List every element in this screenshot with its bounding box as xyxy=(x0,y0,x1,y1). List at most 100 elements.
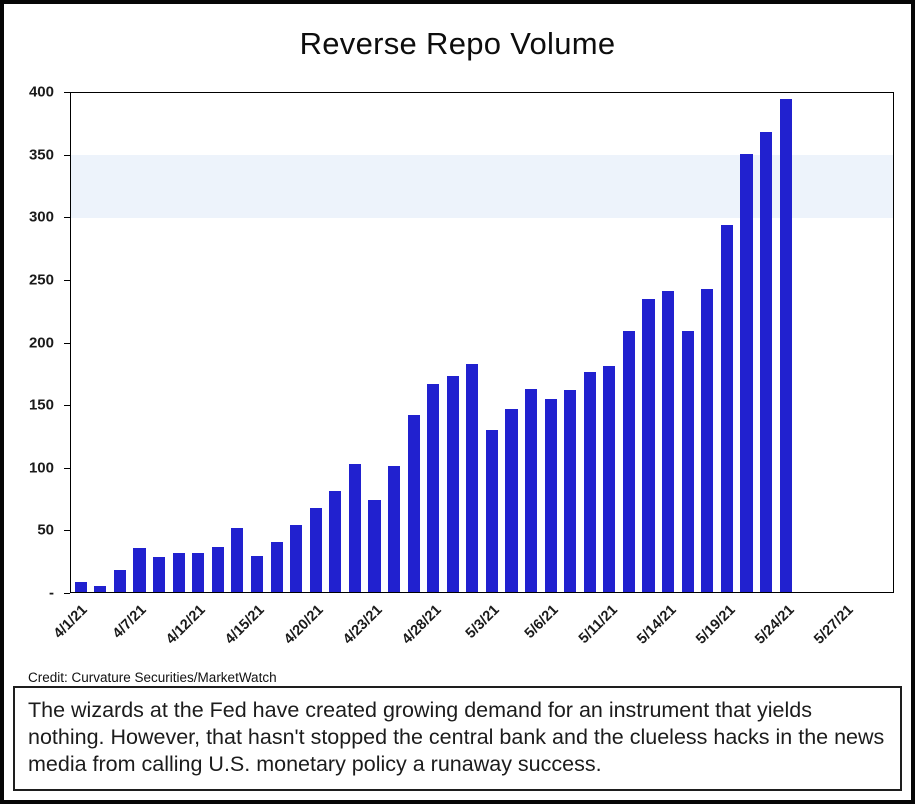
bar xyxy=(583,372,596,592)
y-tick-label: 250 xyxy=(28,271,54,289)
bar xyxy=(505,408,518,592)
bar-slot xyxy=(345,93,365,592)
bar xyxy=(368,499,381,592)
bars xyxy=(71,93,893,592)
bar xyxy=(720,225,733,592)
bar xyxy=(564,389,577,592)
bar xyxy=(446,376,459,592)
bar xyxy=(133,548,146,592)
y-tick-mark xyxy=(64,342,70,344)
bar-slot xyxy=(795,93,815,592)
bar-slot xyxy=(560,93,580,592)
bar xyxy=(603,366,616,592)
bar xyxy=(642,298,655,592)
bar xyxy=(192,553,205,592)
bar-slot xyxy=(874,93,894,592)
bar-slot xyxy=(169,93,189,592)
bar-slot xyxy=(502,93,522,592)
bar-slot xyxy=(854,93,874,592)
bar xyxy=(740,154,753,592)
bar-slot xyxy=(149,93,169,592)
y-tick-mark xyxy=(64,467,70,469)
y-axis: 400 350 300 250 200 150 100 50 - xyxy=(8,84,70,602)
bar xyxy=(622,331,636,592)
bar-slot xyxy=(678,93,698,592)
x-tick-label: 4/7/21 xyxy=(110,602,150,642)
bar xyxy=(407,414,420,592)
bar-slot xyxy=(267,93,287,592)
bar xyxy=(113,569,126,592)
bar xyxy=(250,555,264,592)
bar xyxy=(485,429,498,592)
bar-slot xyxy=(463,93,483,592)
y-tick-label: - xyxy=(49,584,54,602)
y-tick-label: 300 xyxy=(28,208,54,226)
bar-slot xyxy=(619,93,639,592)
bar-slot xyxy=(130,93,150,592)
bar-slot xyxy=(286,93,306,592)
bar-slot xyxy=(423,93,443,592)
x-tick-label: 5/24/21 xyxy=(751,602,798,648)
bar xyxy=(387,466,401,592)
bar xyxy=(701,288,714,592)
plot-area xyxy=(70,92,894,593)
bar xyxy=(466,363,479,592)
y-tick-label: 50 xyxy=(37,521,54,539)
bar xyxy=(270,542,283,592)
bar-slot xyxy=(737,93,757,592)
bar-slot xyxy=(717,93,737,592)
bar-slot xyxy=(71,93,91,592)
x-tick-label: 4/15/21 xyxy=(222,602,268,648)
bar xyxy=(662,291,675,592)
y-tick-label: 400 xyxy=(28,83,54,101)
x-axis: 4/1/21 4/7/21 4/12/21 4/15/21 4/20/21 4/23/21… xyxy=(51,595,894,671)
bar-slot xyxy=(698,93,718,592)
bar-slot xyxy=(639,93,659,592)
y-tick-label: 350 xyxy=(28,146,54,164)
bar-slot xyxy=(658,93,678,592)
bar-slot xyxy=(600,93,620,592)
bar-slot xyxy=(384,93,404,592)
bar xyxy=(172,553,185,592)
y-tick-mark xyxy=(64,405,70,407)
bar-slot xyxy=(247,93,267,592)
bar-slot xyxy=(756,93,776,592)
bar xyxy=(779,99,792,592)
x-tick-label: 5/14/21 xyxy=(634,602,680,648)
bar xyxy=(525,388,538,592)
bar xyxy=(329,490,342,592)
bar-slot xyxy=(208,93,228,592)
x-tick-label: 4/12/21 xyxy=(163,602,209,648)
credit-line: Credit: Curvature Securities/MarketWatch xyxy=(28,670,277,685)
caption-text: The wizards at the Fed have created grow… xyxy=(28,698,885,777)
x-tick-label: 4/1/21 xyxy=(51,602,92,642)
bar-slot xyxy=(776,93,796,592)
bar xyxy=(231,528,244,592)
y-tick-mark xyxy=(64,279,70,281)
bar-slot xyxy=(443,93,463,592)
y-tick-mark xyxy=(64,593,70,594)
y-tick-mark xyxy=(64,92,70,93)
bar-slot xyxy=(521,93,541,592)
bar-slot xyxy=(365,93,385,592)
bar xyxy=(759,131,773,592)
bar-slot xyxy=(91,93,111,592)
bar-slot xyxy=(815,93,835,592)
x-tick-label: 4/28/21 xyxy=(398,602,445,648)
x-tick-label: 4/23/21 xyxy=(339,602,386,648)
bar-slot xyxy=(326,93,346,592)
y-tick-label: 100 xyxy=(28,459,54,477)
x-tick-label: 5/27/21 xyxy=(810,602,857,648)
bar-slot xyxy=(835,93,855,592)
bar xyxy=(94,585,107,592)
bar-slot xyxy=(482,93,502,592)
y-tick-mark xyxy=(64,154,70,156)
chart-title: Reverse Repo Volume xyxy=(299,26,616,61)
bar xyxy=(153,557,166,592)
bar-slot xyxy=(228,93,248,592)
bar-slot xyxy=(404,93,424,592)
y-tick-mark xyxy=(64,217,70,219)
bar-slot xyxy=(188,93,208,592)
bar xyxy=(290,524,303,592)
